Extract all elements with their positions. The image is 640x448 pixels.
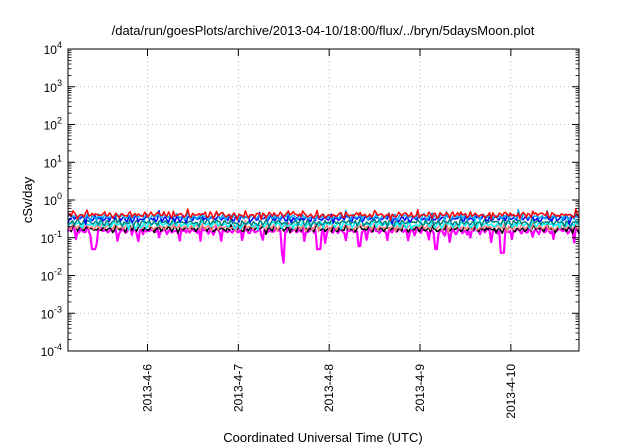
x-tick-labels: 2013-4-6 2013-4-7 2013-4-8 2013-4-9 2013-4-1… — [140, 364, 517, 419]
y-tick-label: 102 — [44, 116, 62, 133]
y-tick-label: 10-4 — [41, 342, 62, 359]
x-axis-label: Coordinated Universal Time (UTC) — [223, 430, 422, 445]
series-line — [67, 216, 580, 229]
series-layer — [66, 208, 581, 264]
gridlines — [68, 49, 579, 351]
y-tick-label: 103 — [44, 78, 62, 95]
y-tick-label: 10-2 — [41, 267, 62, 284]
series-line — [67, 208, 580, 222]
x-tick-label: 2013-4-10 — [504, 364, 518, 419]
x-tick-label: 2013-4-7 — [231, 364, 245, 412]
x-tick-label: 2013-4-6 — [140, 364, 154, 412]
y-tick-label: 101 — [44, 153, 62, 170]
x-tick-label: 2013-4-9 — [413, 364, 427, 412]
y-tick-labels: 10-4 10-3 10-2 10-1 100 101 102 103 104 — [41, 40, 62, 359]
x-tick-label: 2013-4-8 — [322, 364, 336, 412]
y-tick-label: 10-1 — [41, 229, 62, 246]
y-tick-label: 100 — [44, 191, 62, 208]
y-tick-label: 104 — [44, 40, 62, 57]
chart-title: /data/run/goesPlots/archive/2013-04-10/1… — [112, 23, 535, 38]
y-axis-label: cSv/day — [20, 176, 35, 223]
plot-frame — [67, 48, 580, 352]
axis-ticks — [68, 48, 579, 352]
y-tick-label: 10-3 — [41, 304, 62, 321]
